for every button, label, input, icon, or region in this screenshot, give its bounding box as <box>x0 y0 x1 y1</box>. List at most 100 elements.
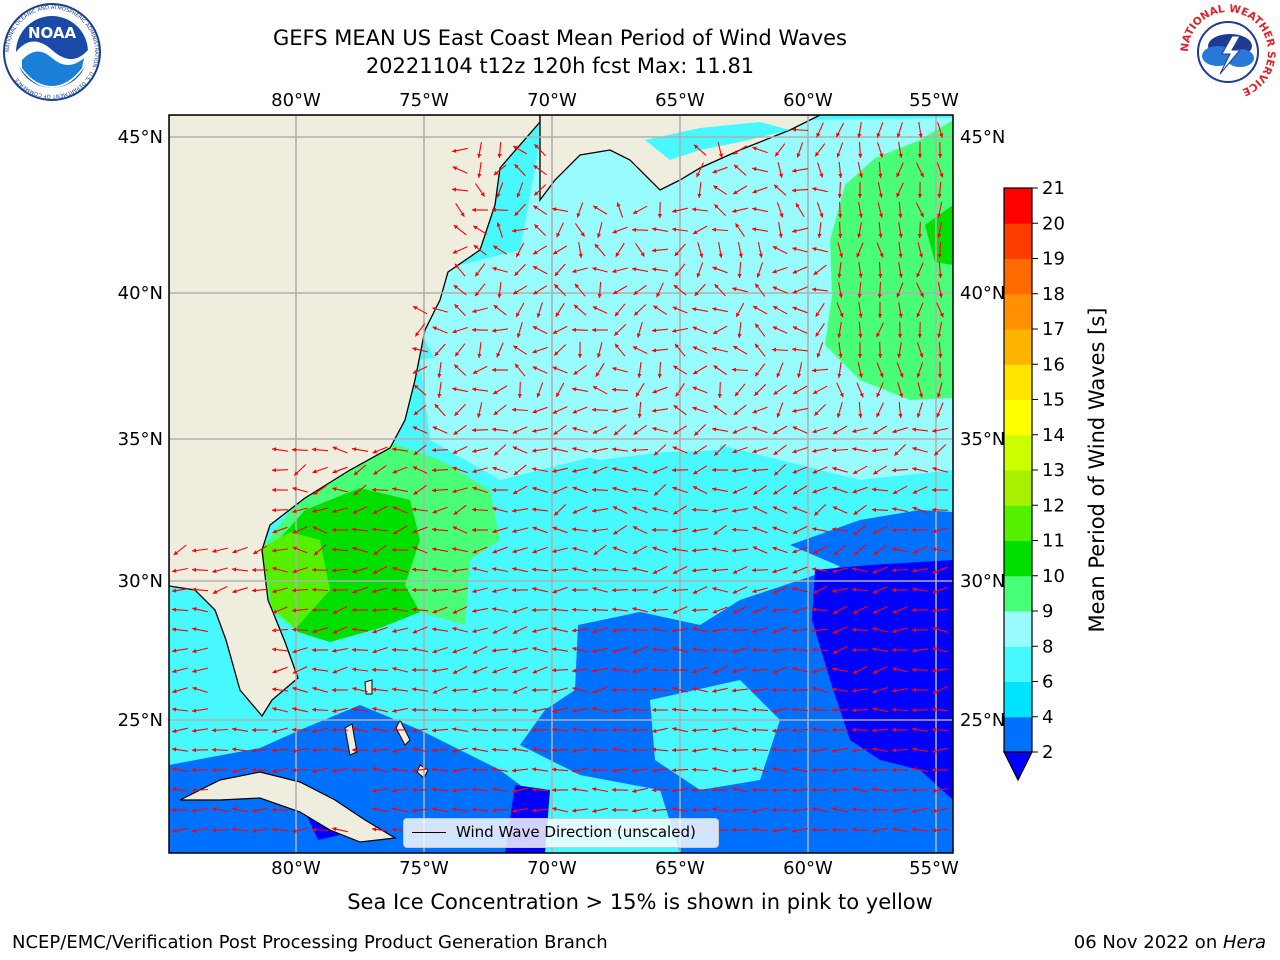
wave-arrow-head <box>936 393 941 398</box>
wave-arrow-head <box>372 707 377 712</box>
wave-arrow-head <box>872 707 877 712</box>
wave-arrow-head <box>878 193 883 198</box>
wave-arrow-head <box>692 207 697 212</box>
wave-arrow-head <box>736 312 740 317</box>
wave-arrow-head <box>837 333 842 338</box>
wave-arrow-head <box>572 486 577 491</box>
wave-arrow-head <box>858 413 863 418</box>
wave-arrow-head <box>612 628 617 633</box>
wave-arrow-head <box>292 649 297 654</box>
wave-arrow-head <box>937 233 942 238</box>
wave-arrow-head <box>752 688 757 693</box>
wave-arrow-head <box>572 668 577 673</box>
wave-arrow-head <box>892 568 897 573</box>
colorbar-frame <box>1003 187 1033 753</box>
wave-arrow-head <box>592 648 597 653</box>
wave-arrow-head <box>732 707 737 712</box>
wave-arrow-head <box>714 204 719 209</box>
wave-arrow-head <box>612 708 617 713</box>
wave-arrow-head <box>712 227 717 232</box>
wave-arrow-head <box>699 253 704 258</box>
wave-arrow-head <box>735 391 740 397</box>
wave-arrow-head <box>636 333 641 338</box>
wave-arrow-head <box>312 647 316 653</box>
lat-labels-left: 45°N 40°N 35°N 30°N 25°N <box>118 127 163 731</box>
wave-arrow-head <box>812 187 817 192</box>
wave-arrow-head <box>592 586 597 591</box>
wave-arrow-head <box>392 447 397 452</box>
wave-arrow-head <box>692 647 697 652</box>
wave-arrow-head <box>312 607 316 613</box>
wave-arrow-head <box>732 628 736 633</box>
wave-arrow-head <box>652 408 657 413</box>
wave-arrow-head <box>815 151 820 157</box>
wave-arrow-head <box>392 469 397 474</box>
wave-arrow-head <box>792 127 797 132</box>
colorbar-band <box>1004 716 1032 753</box>
lon-label-bottom-65w: 65°W <box>655 858 705 879</box>
wave-arrow-head <box>632 487 637 492</box>
wave-arrow-head <box>792 808 797 813</box>
wave-arrow-head <box>432 448 436 453</box>
wave-arrow-head <box>713 405 718 410</box>
wave-arrow-head <box>932 528 937 534</box>
wave-arrow-head <box>672 667 676 673</box>
wave-arrow-head <box>552 688 557 694</box>
wave-arrow-head <box>573 304 579 309</box>
lon-label-bottom-55w: 55°W <box>909 858 959 879</box>
wave-arrow-head <box>452 387 457 392</box>
wave-arrow-head <box>392 767 397 772</box>
wave-arrow-head <box>552 607 557 612</box>
wave-arrow-head <box>772 347 777 352</box>
wave-arrow-head <box>917 194 923 198</box>
wave-arrow-head <box>876 133 881 138</box>
wave-arrow-head <box>812 368 817 373</box>
wave-arrow-head <box>932 589 937 594</box>
wave-arrow-head <box>534 191 539 196</box>
wave-arrow-head <box>475 291 480 297</box>
wave-arrow-head <box>692 307 697 312</box>
colorbar-tick-label: 16 <box>1042 354 1065 375</box>
wave-arrow-head <box>778 233 783 238</box>
wave-arrow-head <box>313 490 318 495</box>
colorbar-band <box>1004 399 1032 436</box>
wave-arrow-head <box>692 728 697 733</box>
wave-arrow-head <box>916 313 921 318</box>
wave-arrow-head <box>852 727 856 732</box>
wave-arrow-head <box>675 271 680 277</box>
wave-arrow-head <box>858 213 863 218</box>
wave-arrow-head <box>879 372 884 378</box>
wave-arrow-head <box>512 788 517 793</box>
wave-arrow-head <box>613 290 618 294</box>
wave-arrow-head <box>919 212 924 218</box>
wave-arrow-head <box>812 247 817 252</box>
wave-arrow-head <box>352 527 357 532</box>
wave-arrow-head <box>897 353 902 358</box>
wave-arrow-head <box>772 669 778 674</box>
wave-arrow-head <box>552 468 557 473</box>
wave-arrow-head <box>774 184 779 189</box>
wave-arrow-head <box>272 707 277 712</box>
wave-arrow-head <box>252 808 257 813</box>
wave-arrow-head <box>932 689 938 694</box>
wave-arrow-head <box>212 548 217 553</box>
wave-arrow-head <box>652 546 657 551</box>
wave-arrow-head <box>812 686 817 691</box>
wave-arrow-head <box>292 828 297 834</box>
wave-arrow-head <box>312 526 318 531</box>
wave-arrow-head <box>272 589 277 594</box>
colorbar-tick-label: 18 <box>1042 284 1065 305</box>
wave-arrow-head <box>792 529 798 534</box>
wave-arrow-head <box>918 393 924 398</box>
wave-arrow-head <box>555 312 560 317</box>
lon-label-top-75w: 75°W <box>399 90 449 111</box>
wave-arrow-head <box>932 707 937 712</box>
wave-arrow-head <box>412 728 417 733</box>
wave-arrow-head <box>172 627 177 632</box>
wave-arrow-head <box>554 511 559 516</box>
wave-arrow-head <box>753 306 758 310</box>
wave-arrow-head <box>637 373 642 378</box>
wave-arrow-head <box>472 448 477 453</box>
wave-arrow-head <box>876 412 881 418</box>
wave-arrow-head <box>437 393 442 398</box>
